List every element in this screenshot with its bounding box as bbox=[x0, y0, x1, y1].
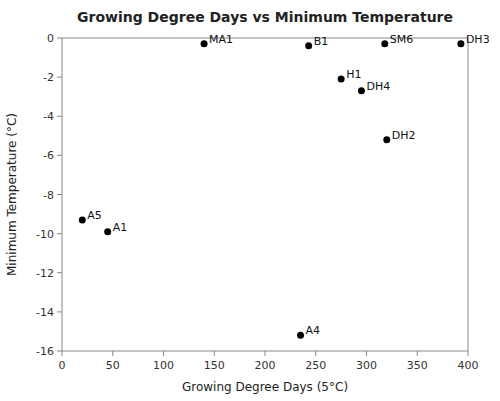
tick-label-y: -2 bbox=[43, 71, 54, 84]
plot-frame bbox=[62, 38, 468, 351]
tick-y bbox=[57, 155, 62, 156]
point bbox=[305, 42, 312, 49]
tick-y bbox=[57, 77, 62, 78]
tick-x bbox=[366, 351, 367, 356]
point bbox=[381, 40, 388, 47]
tick-x bbox=[112, 351, 113, 356]
point bbox=[457, 40, 464, 47]
point bbox=[79, 216, 86, 223]
tick-label-x: 350 bbox=[407, 359, 428, 372]
tick-label-x: 300 bbox=[356, 359, 377, 372]
tick-label-y: -8 bbox=[43, 189, 54, 202]
point bbox=[201, 40, 208, 47]
tick-label-y: -10 bbox=[36, 228, 54, 241]
tick-x bbox=[62, 351, 63, 356]
point-label: H1 bbox=[346, 68, 361, 81]
point bbox=[358, 87, 365, 94]
chart-container: 0 50 100 150 200 250 300 350 400 -16 -14 -12 -10 -8 -6… bbox=[0, 0, 500, 401]
points bbox=[79, 40, 465, 338]
title: Growing Degree Days vs Minimum Temperatu… bbox=[77, 9, 453, 25]
tick-label-x: 100 bbox=[153, 359, 174, 372]
tick-x bbox=[163, 351, 164, 356]
point-label: A1 bbox=[113, 221, 128, 234]
point-label: DH2 bbox=[392, 129, 416, 142]
tick-label-y: 0 bbox=[47, 32, 54, 45]
tick-label-y: -16 bbox=[36, 345, 54, 358]
tick-x bbox=[417, 351, 418, 356]
tick-x bbox=[315, 351, 316, 356]
x-axis-label: Growing Degree Days (5°C) bbox=[182, 380, 348, 394]
tick-label-y: -6 bbox=[43, 149, 54, 162]
tick-y bbox=[57, 194, 62, 195]
point-label: DH3 bbox=[466, 33, 490, 46]
tick-label-x: 200 bbox=[255, 359, 276, 372]
point bbox=[338, 76, 345, 83]
tick-label-x: 150 bbox=[204, 359, 225, 372]
point-label: SM6 bbox=[390, 33, 413, 46]
tick-label-y: -14 bbox=[36, 306, 54, 319]
tick-label-y: -4 bbox=[43, 110, 54, 123]
point-label: DH4 bbox=[366, 80, 390, 93]
point bbox=[383, 136, 390, 143]
tick-y bbox=[57, 38, 62, 39]
tick-y bbox=[57, 272, 62, 273]
tick-label-x: 50 bbox=[106, 359, 120, 372]
point bbox=[297, 332, 304, 339]
point bbox=[104, 228, 111, 235]
tick-x bbox=[265, 351, 266, 356]
background bbox=[0, 0, 500, 401]
point-label: A4 bbox=[306, 324, 321, 337]
y-axis-label: Minimum Temperature (°C) bbox=[5, 113, 19, 276]
tick-label-y: -12 bbox=[36, 267, 54, 280]
tick-y bbox=[57, 311, 62, 312]
tick-y bbox=[57, 233, 62, 234]
tick-label-x: 0 bbox=[59, 359, 66, 372]
chart-svg: 0 50 100 150 200 250 300 350 400 -16 -14 -12 -10 -8 -6… bbox=[0, 0, 500, 401]
point-label: MA1 bbox=[209, 33, 233, 46]
tick-label-x: 400 bbox=[458, 359, 479, 372]
tick-x bbox=[468, 351, 469, 356]
point-label: B1 bbox=[314, 35, 329, 48]
tick-y bbox=[57, 116, 62, 117]
tick-y bbox=[57, 351, 62, 352]
point-label: A5 bbox=[87, 209, 102, 222]
tick-x bbox=[214, 351, 215, 356]
tick-label-x: 250 bbox=[305, 359, 326, 372]
